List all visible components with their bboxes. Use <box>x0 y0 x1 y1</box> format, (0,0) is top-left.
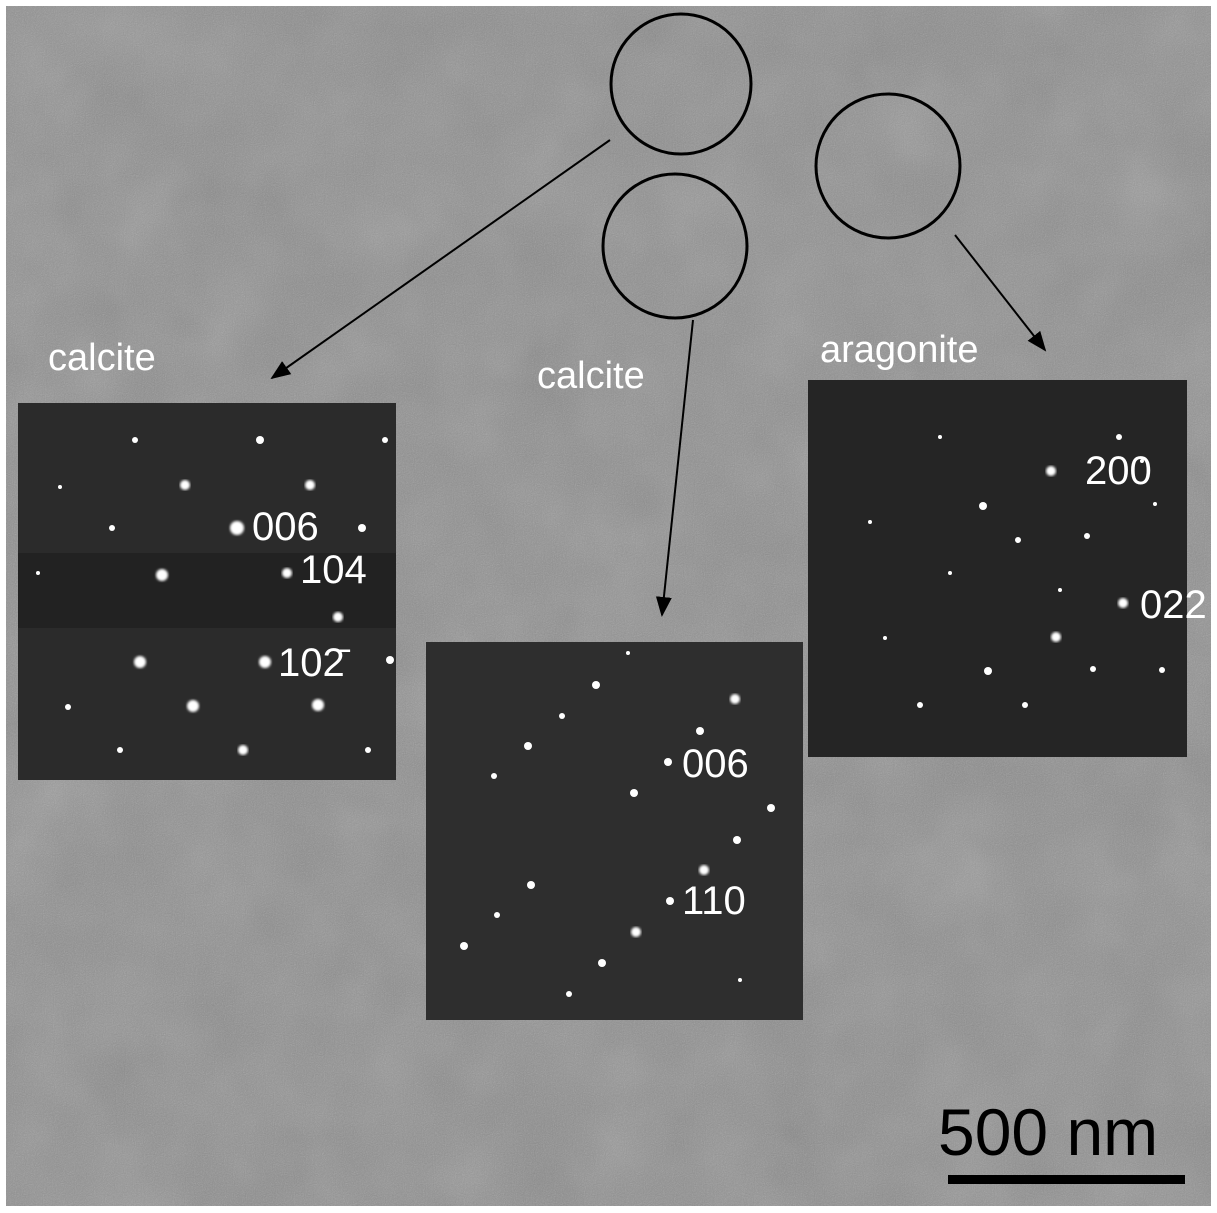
micrograph: calcite calcite aragonite 006 104 102̄ 0… <box>0 0 1217 1213</box>
panel-title: calcite <box>48 337 156 379</box>
diffraction-panel <box>808 380 1187 757</box>
diffraction-spot <box>1051 632 1061 642</box>
diffraction-spot <box>592 681 600 689</box>
diffraction-spot <box>382 437 388 443</box>
diffraction-spot <box>1116 434 1122 440</box>
diffraction-spot <box>524 742 532 750</box>
panel-title: aragonite <box>820 329 978 371</box>
spot-label: 006 <box>252 505 319 549</box>
diffraction-spot <box>460 942 468 950</box>
diffraction-spot <box>238 745 248 755</box>
diffraction-spot <box>386 656 394 664</box>
diffraction-spot <box>1118 598 1128 608</box>
diffraction-spot <box>626 651 630 655</box>
diffraction-spot <box>738 978 742 982</box>
diffraction-spot <box>109 525 115 531</box>
diffraction-spot <box>156 569 168 581</box>
diffraction-spot <box>365 747 371 753</box>
spot-label: 022 <box>1140 583 1207 627</box>
diffraction-spot <box>1159 667 1165 673</box>
diffraction-spot <box>733 836 741 844</box>
diffraction-spot <box>187 700 199 712</box>
diffraction-spot <box>938 435 942 439</box>
diffraction-spot <box>58 485 62 489</box>
diffraction-spot <box>984 667 992 675</box>
scale-bar <box>948 1175 1185 1184</box>
diffraction-spot <box>312 699 324 711</box>
diffraction-spot <box>559 713 565 719</box>
diffraction-spot <box>65 704 71 710</box>
diffraction-spot <box>134 656 146 668</box>
diffraction-spot <box>767 804 775 812</box>
diffraction-spot <box>730 694 740 704</box>
diffraction-spot <box>1153 502 1157 506</box>
spot-label: 110 <box>682 879 746 923</box>
diffraction-spot <box>566 991 572 997</box>
diffraction-panel <box>426 642 803 1020</box>
diffraction-spot <box>1058 588 1062 592</box>
diffraction-spot <box>699 865 709 875</box>
diffraction-spot <box>527 881 535 889</box>
diffraction-spot <box>883 636 887 640</box>
diffraction-spot <box>305 480 315 490</box>
diffraction-spot <box>1046 466 1056 476</box>
spot-label: 200 <box>1085 449 1152 493</box>
diffraction-spot <box>979 502 987 510</box>
diffraction-spot <box>282 568 292 578</box>
diffraction-spot <box>1015 537 1021 543</box>
spot-label: 102̄ <box>278 641 351 685</box>
diffraction-spot <box>358 524 366 532</box>
diffraction-spot <box>666 897 674 905</box>
diffraction-spot <box>1090 666 1096 672</box>
diffraction-spot <box>117 747 123 753</box>
diffraction-spot <box>631 927 641 937</box>
spot-label: 006 <box>682 742 749 786</box>
diffraction-spot <box>948 571 952 575</box>
page: calcite calcite aragonite 006 104 102̄ 0… <box>0 0 1217 1213</box>
diffraction-spot <box>230 521 244 535</box>
diffraction-spot <box>333 612 343 622</box>
diffraction-spot <box>491 773 497 779</box>
diffraction-spot <box>917 702 923 708</box>
diffraction-spot <box>696 727 704 735</box>
diffraction-spot <box>494 912 500 918</box>
scale-bar-label: 500 nm <box>938 1095 1158 1169</box>
diffraction-spot <box>1022 702 1028 708</box>
diffraction-spot <box>256 436 264 444</box>
diffraction-spot <box>1084 533 1090 539</box>
diffraction-spot <box>180 480 190 490</box>
diffraction-spot <box>259 656 271 668</box>
diffraction-spot <box>868 520 872 524</box>
diffraction-spot <box>598 959 606 967</box>
diffraction-spot <box>36 571 40 575</box>
panel-title: calcite <box>537 355 645 397</box>
diffraction-spot <box>630 789 638 797</box>
spot-label: 104 <box>300 548 367 592</box>
diffraction-spot <box>664 758 672 766</box>
diffraction-spot <box>132 437 138 443</box>
